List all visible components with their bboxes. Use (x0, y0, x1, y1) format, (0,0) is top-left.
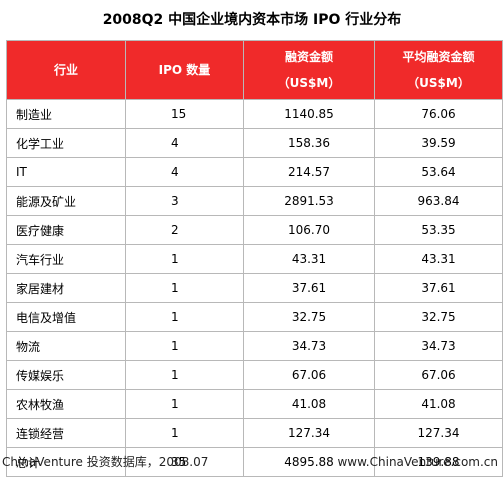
ipo-count-cell: 1 (125, 389, 244, 419)
table-body: 制造业 15 1140.85 76.06 化学工业 4 158.36 39.59 IT 4 214.… (6, 99, 503, 477)
industry-cell: 制造业 (6, 99, 126, 129)
table-header-row: 行业 IPO 数量 融资金额 （US$M） 平均融资金额 （US$M） (6, 40, 503, 100)
ipo-count-cell: 15 (125, 99, 244, 129)
table-row: 总计 35 4895.88 139.88 (6, 447, 503, 477)
industry-cell: 连锁经营 (6, 418, 126, 448)
table-row: 连锁经营 1 127.34 127.34 (6, 418, 503, 448)
header-financing-label: 融资金额 (284, 50, 333, 64)
header-ipo-count: IPO 数量 (125, 40, 244, 100)
ipo-count-cell: 4 (125, 157, 244, 187)
financing-amount-cell: 106.70 (243, 215, 375, 245)
average-financing-cell: 39.59 (374, 128, 503, 158)
average-financing-cell: 67.06 (374, 360, 503, 390)
financing-amount-cell: 41.08 (243, 389, 375, 419)
financing-amount-cell: 43.31 (243, 244, 375, 274)
average-financing-cell: 127.34 (374, 418, 503, 448)
average-financing-cell: 139.88 (374, 447, 503, 477)
financing-amount-cell: 32.75 (243, 302, 375, 332)
table-row: 物流 1 34.73 34.73 (6, 331, 503, 361)
table-row: 农林牧渔 1 41.08 41.08 (6, 389, 503, 419)
ipo-count-cell: 1 (125, 273, 244, 303)
header-ipo-count-label: IPO 数量 (158, 63, 211, 77)
ipo-count-cell: 1 (125, 418, 244, 448)
header-industry: 行业 (6, 40, 126, 100)
industry-cell: 化学工业 (6, 128, 126, 158)
industry-cell: 电信及增值 (6, 302, 126, 332)
ipo-count-cell: 1 (125, 302, 244, 332)
average-financing-cell: 32.75 (374, 302, 503, 332)
average-financing-cell: 963.84 (374, 186, 503, 216)
ipo-industry-table: 行业 IPO 数量 融资金额 （US$M） 平均融资金额 （US$M） 制造业 1… (6, 40, 503, 477)
financing-amount-cell: 1140.85 (243, 99, 375, 129)
ipo-count-cell: 35 (125, 447, 244, 477)
header-average-label: 平均融资金额 (402, 50, 475, 64)
financing-amount-cell: 67.06 (243, 360, 375, 390)
financing-amount-cell: 34.73 (243, 331, 375, 361)
table-row: 能源及矿业 3 2891.53 963.84 (6, 186, 503, 216)
header-financing-unit: （US$M） (277, 76, 341, 90)
ipo-count-cell: 4 (125, 128, 244, 158)
page-title: 2008Q2 中国企业境内资本市场 IPO 行业分布 (102, 12, 402, 28)
average-financing-cell: 53.35 (374, 215, 503, 245)
industry-cell: 家居建材 (6, 273, 126, 303)
industry-cell: 农林牧渔 (6, 389, 126, 419)
average-financing-cell: 37.61 (374, 273, 503, 303)
header-financing-amount: 融资金额 （US$M） (243, 40, 375, 100)
ipo-count-cell: 1 (125, 244, 244, 274)
industry-cell: 汽车行业 (6, 244, 126, 274)
average-financing-cell: 41.08 (374, 389, 503, 419)
table-row: 化学工业 4 158.36 39.59 (6, 128, 503, 158)
industry-cell: 医疗健康 (6, 215, 126, 245)
industry-cell: 能源及矿业 (6, 186, 126, 216)
financing-amount-cell: 37.61 (243, 273, 375, 303)
average-financing-cell: 34.73 (374, 331, 503, 361)
header-average-unit: （US$M） (407, 76, 470, 90)
financing-amount-cell: 2891.53 (243, 186, 375, 216)
header-industry-label: 行业 (53, 63, 78, 77)
footer: ChinaVenture 投资数据库，2008.07 www.ChinaVent… (0, 454, 504, 475)
table-row: 电信及增值 1 32.75 32.75 (6, 302, 503, 332)
ipo-count-cell: 1 (125, 331, 244, 361)
industry-cell: IT (6, 157, 126, 187)
financing-amount-cell: 158.36 (243, 128, 375, 158)
financing-amount-cell: 127.34 (243, 418, 375, 448)
table-row: 传媒娱乐 1 67.06 67.06 (6, 360, 503, 390)
average-financing-cell: 76.06 (374, 99, 503, 129)
table-row: 家居建材 1 37.61 37.61 (6, 273, 503, 303)
industry-cell: 传媒娱乐 (6, 360, 126, 390)
table-row: 医疗健康 2 106.70 53.35 (6, 215, 503, 245)
average-financing-cell: 53.64 (374, 157, 503, 187)
source-note: ChinaVenture 投资数据库，2008.07 (2, 455, 209, 469)
financing-amount-cell: 214.57 (243, 157, 375, 187)
average-financing-cell: 43.31 (374, 244, 503, 274)
ipo-count-cell: 2 (125, 215, 244, 245)
industry-cell: 物流 (6, 331, 126, 361)
table-row: 制造业 15 1140.85 76.06 (6, 99, 503, 129)
ipo-count-cell: 3 (125, 186, 244, 216)
website-note: www.ChinaVenture.com.cn (337, 455, 498, 469)
header-average-financing: 平均融资金额 （US$M） (374, 40, 503, 100)
table-row: 汽车行业 1 43.31 43.31 (6, 244, 503, 274)
ipo-count-cell: 1 (125, 360, 244, 390)
table-row: IT 4 214.57 53.64 (6, 157, 503, 187)
industry-cell: 总计 (6, 447, 126, 477)
